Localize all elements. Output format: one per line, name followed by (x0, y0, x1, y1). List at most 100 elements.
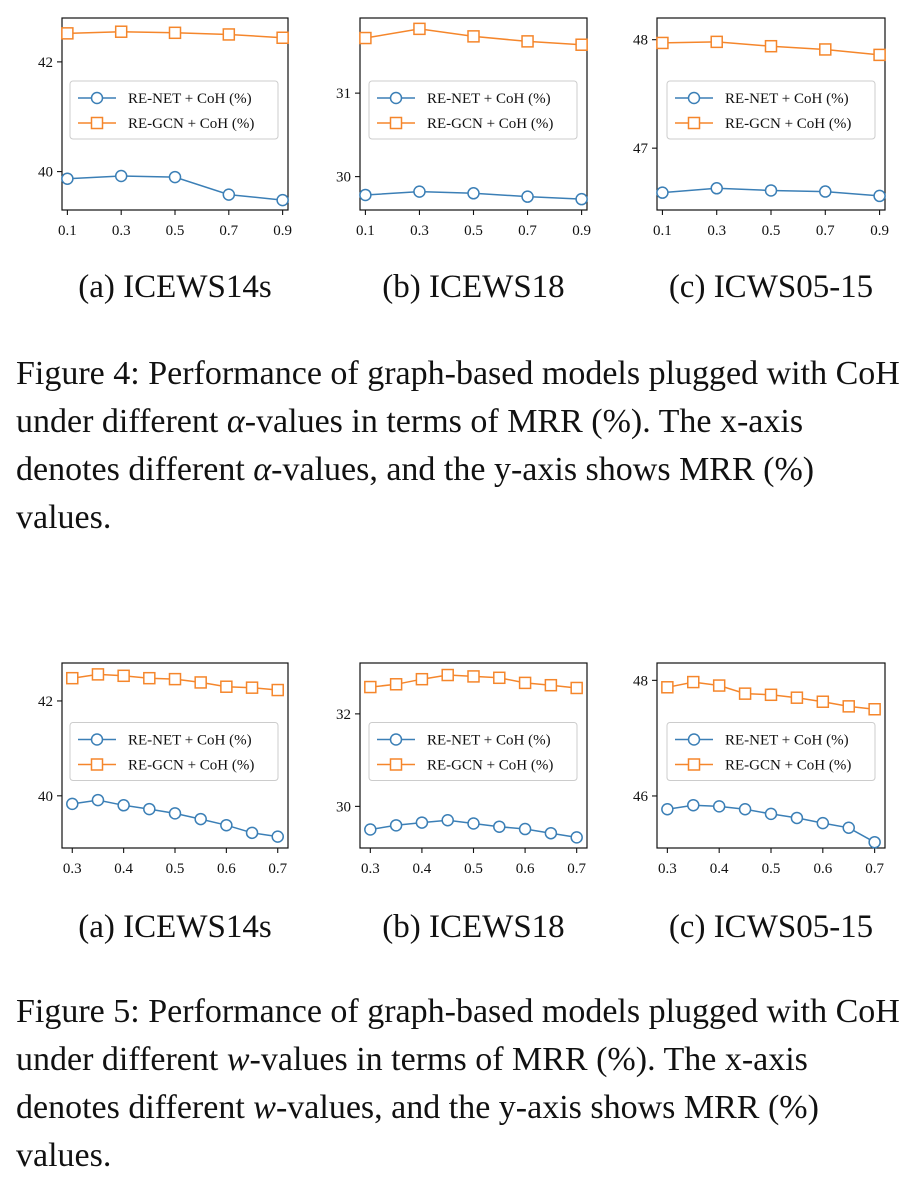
x-tick-label: 0.4 (413, 861, 432, 877)
x-tick-label: 0.7 (268, 861, 287, 877)
figure4-caption-text-3: -values, and the y-axis shows MRR (%) va… (16, 451, 815, 536)
data-point-square (168, 672, 182, 686)
figure5-caption-math-2: w (253, 1089, 276, 1126)
data-point-square (413, 22, 426, 36)
data-point-circle (687, 798, 700, 812)
y-tick-label: 48 (633, 673, 648, 689)
subfigure-caption: (a) ICEWS14s (78, 909, 271, 945)
subfigure-caption: (b) ICEWS18 (382, 269, 564, 305)
legend-label: RE-GCN + CoH (%) (725, 758, 851, 774)
data-point-circle (415, 816, 429, 829)
y-tick-label: 46 (633, 789, 649, 805)
data-point-circle (364, 823, 377, 836)
x-tick-label: 0.7 (816, 223, 835, 239)
data-point-square (712, 679, 726, 692)
data-point-square (764, 688, 778, 702)
data-point-square (710, 35, 723, 49)
data-point-circle (61, 172, 74, 185)
y-tick-label: 40 (38, 165, 53, 181)
data-point-square (521, 35, 534, 48)
data-point-circle (842, 821, 855, 835)
legend-label: RE-GCN + CoH (%) (128, 758, 254, 774)
legend-marker-circle (90, 733, 104, 746)
figure5-caption-math-1: w (226, 1041, 250, 1078)
data-point-circle (359, 188, 372, 202)
x-tick-label: 0.1 (653, 223, 672, 239)
data-point-square (575, 38, 588, 51)
data-point-circle (661, 803, 674, 816)
figure5-caption-text-1: Performance of graph-based models plugge… (16, 993, 900, 1078)
data-point-square (222, 28, 236, 41)
legend-marker-circle (687, 91, 701, 105)
x-tick-label: 0.5 (166, 861, 185, 877)
data-point-circle (441, 814, 454, 827)
subfigure-caption: (c) ICWS05-15 (669, 909, 873, 945)
chart-panel: 30 31 0.1 0.3 0.5 0.7 0.9 RE-NET + CoH (%) RE-GC… (336, 17, 591, 305)
legend: RE-NET + CoH (%) RE-GCN + CoH (%) (666, 80, 876, 140)
y-tick-label: 42 (38, 694, 53, 710)
data-point-square (61, 27, 74, 40)
y-tick-label: 42 (38, 55, 53, 71)
figure5-caption: Figure 5: Performance of graph-based mod… (16, 988, 900, 1180)
data-point-square (687, 675, 700, 689)
data-point-circle (873, 189, 886, 203)
legend-marker-square (687, 758, 701, 771)
data-point-circle (114, 169, 128, 183)
data-point-square (415, 672, 429, 686)
data-point-circle (91, 793, 105, 807)
figure4-caption-label: Figure 4: (16, 355, 140, 392)
legend-marker-circle (687, 733, 701, 746)
figure5-caption-label: Figure 5: (16, 993, 140, 1030)
figure4-caption-math-2: α (253, 451, 272, 488)
subfigure-caption: (b) ICEWS18 (382, 909, 564, 945)
data-point-square (168, 26, 182, 40)
x-tick-label: 0.4 (710, 861, 729, 877)
data-point-square (359, 31, 372, 45)
x-tick-label: 0.7 (865, 861, 884, 877)
x-tick-label: 0.9 (572, 223, 591, 239)
data-point-square (441, 668, 454, 682)
legend-label: RE-NET + CoH (%) (128, 733, 252, 749)
x-tick-label: 0.7 (567, 861, 586, 877)
data-point-circle (868, 835, 881, 849)
y-tick-label: 48 (633, 33, 648, 49)
data-point-circle (738, 803, 752, 816)
data-point-circle (521, 190, 534, 203)
legend-label: RE-NET + CoH (%) (128, 91, 252, 107)
chart-panel: 40 42 0.1 0.3 0.5 0.7 0.9 RE-NET + CoH (%) RE-GC… (38, 17, 292, 305)
data-point-circle (168, 807, 182, 820)
legend-box (69, 722, 279, 781)
legend-label: RE-NET + CoH (%) (427, 91, 551, 107)
data-point-circle (117, 799, 130, 812)
figure4-caption-text-2: -values in terms of MRR (%). The x-axis … (16, 403, 804, 488)
legend-label: RE-GCN + CoH (%) (128, 116, 254, 132)
x-tick-label: 0.5 (166, 223, 185, 239)
chart-panel: 30 32 0.3 0.4 0.5 0.6 0.7 RE-NET + CoH (%) RE-GC… (336, 662, 588, 945)
legend-marker-circle (90, 91, 104, 105)
legend-label: RE-GCN + CoH (%) (427, 116, 553, 132)
data-point-circle (467, 817, 480, 830)
x-tick-label: 0.3 (112, 223, 131, 239)
x-tick-label: 0.3 (658, 861, 677, 877)
chart-panel: 40 42 0.3 0.4 0.5 0.6 0.7 RE-NET + CoH (%) RE-GC… (38, 662, 289, 945)
chart-panel: 47 48 0.1 0.3 0.5 0.7 0.9 RE-NET + CoH (%) RE-GC… (633, 17, 889, 305)
legend-label: RE-NET + CoH (%) (427, 733, 551, 749)
legend-box (69, 80, 279, 140)
y-tick-label: 40 (38, 789, 53, 805)
x-tick-label: 0.3 (707, 223, 726, 239)
data-point-circle (245, 826, 259, 840)
data-point-circle (575, 192, 588, 206)
legend-marker-square (687, 116, 701, 130)
data-point-square (544, 678, 558, 692)
data-point-square (661, 681, 674, 694)
data-point-square (117, 669, 130, 683)
data-point-circle (276, 193, 289, 207)
legend-label: RE-NET + CoH (%) (725, 733, 849, 749)
legend: RE-NET + CoH (%) RE-GCN + CoH (%) (69, 722, 279, 781)
data-point-circle (712, 800, 726, 813)
figure4-caption: Figure 4: Performance of graph-based mod… (16, 350, 900, 542)
data-point-square (467, 670, 480, 683)
data-point-circle (570, 831, 583, 844)
